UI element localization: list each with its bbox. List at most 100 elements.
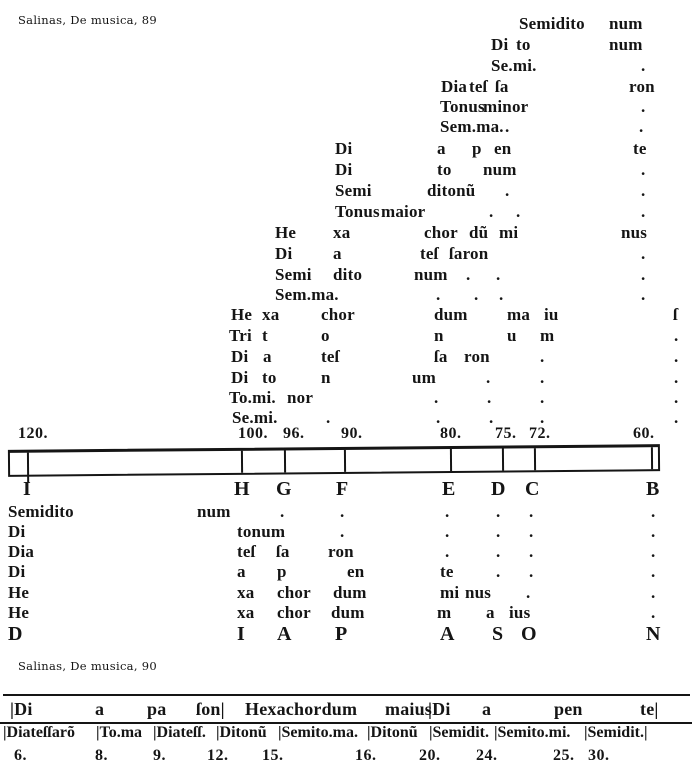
text-fragment: Di bbox=[335, 160, 353, 179]
text-fragment: He bbox=[8, 603, 30, 622]
text-fragment: num bbox=[414, 265, 448, 284]
figure-caption-page89: Salinas, De musica, 89 bbox=[18, 13, 157, 27]
text-fragment: ſa bbox=[434, 347, 448, 366]
dot-mark: . bbox=[526, 583, 531, 602]
text-fragment: num bbox=[609, 35, 643, 54]
text-fragment: t bbox=[262, 326, 268, 345]
text-fragment: S bbox=[492, 623, 504, 645]
text-fragment: te bbox=[440, 562, 454, 581]
text-fragment: ius bbox=[509, 603, 531, 622]
dot-mark: . bbox=[540, 368, 545, 387]
text-fragment: en bbox=[494, 139, 512, 158]
text-fragment: F bbox=[336, 478, 349, 500]
dot-mark: . bbox=[641, 285, 646, 304]
text-fragment: 16. bbox=[355, 747, 377, 764]
dot-mark: . bbox=[474, 285, 479, 304]
text-fragment: Di bbox=[231, 368, 249, 387]
ruler-tick bbox=[501, 448, 505, 471]
text-fragment: |Semito.mi. bbox=[494, 724, 571, 741]
dot-mark: . bbox=[489, 408, 494, 427]
dot-mark: . bbox=[486, 368, 491, 387]
dot-mark: . bbox=[641, 97, 646, 116]
text-fragment: o bbox=[321, 326, 330, 345]
text-fragment: N bbox=[646, 623, 661, 645]
text-fragment: H bbox=[234, 478, 250, 500]
text-fragment: maius bbox=[385, 699, 433, 719]
dot-mark: . bbox=[529, 522, 534, 541]
dot-mark: . bbox=[651, 603, 656, 622]
dot-mark: . bbox=[641, 244, 646, 263]
text-fragment: Semidito bbox=[8, 502, 74, 521]
text-fragment: |Semidit. bbox=[429, 724, 489, 741]
dot-mark: . bbox=[434, 388, 439, 407]
dot-mark: . bbox=[651, 522, 656, 541]
text-fragment: 30. bbox=[588, 747, 610, 764]
text-fragment: xa bbox=[333, 223, 351, 242]
text-fragment: 6. bbox=[14, 747, 27, 764]
text-fragment: P bbox=[335, 623, 348, 645]
text-fragment: Semi bbox=[275, 265, 312, 284]
dot-mark: . bbox=[540, 388, 545, 407]
dot-mark: . bbox=[436, 408, 441, 427]
text-fragment: ron bbox=[629, 77, 655, 96]
text-fragment: iu bbox=[544, 305, 559, 324]
dot-mark: . bbox=[674, 368, 679, 387]
text-fragment: Sem.ma. bbox=[275, 285, 339, 304]
text-fragment: en bbox=[347, 562, 365, 581]
text-fragment: dum bbox=[333, 583, 367, 602]
text-fragment: |Diateſſarõ bbox=[3, 724, 75, 741]
text-fragment: Di bbox=[8, 562, 26, 581]
dot-mark: . bbox=[651, 583, 656, 602]
text-fragment: B bbox=[646, 478, 660, 500]
dot-mark: . bbox=[489, 202, 494, 221]
text-fragment: |Di bbox=[428, 699, 451, 719]
text-fragment: n bbox=[434, 326, 444, 345]
text-fragment: a bbox=[95, 699, 105, 719]
dot-mark: . bbox=[280, 502, 285, 521]
text-fragment: ma bbox=[507, 305, 531, 324]
text-fragment: chor bbox=[277, 603, 311, 622]
dot-mark: . bbox=[674, 388, 679, 407]
dot-mark: . bbox=[651, 562, 656, 581]
text-fragment: 60. bbox=[633, 425, 655, 442]
text-fragment: 25. bbox=[553, 747, 575, 764]
text-fragment: num bbox=[197, 502, 231, 521]
dot-mark: . bbox=[529, 502, 534, 521]
text-fragment: |Semito.ma. bbox=[278, 724, 358, 741]
text-fragment: teſ bbox=[237, 542, 256, 561]
text-fragment: Sem.ma. bbox=[440, 117, 504, 136]
dot-mark: . bbox=[674, 408, 679, 427]
dot-mark: . bbox=[674, 347, 679, 366]
text-fragment: xa bbox=[237, 583, 255, 602]
text-fragment: xa bbox=[237, 603, 255, 622]
text-fragment: nus bbox=[465, 583, 492, 602]
text-fragment: A bbox=[277, 623, 292, 645]
text-fragment: Tri bbox=[229, 326, 252, 345]
text-fragment: 8. bbox=[95, 747, 108, 764]
text-fragment: O bbox=[521, 623, 537, 645]
text-fragment: He bbox=[231, 305, 253, 324]
text-fragment: Tonus bbox=[335, 202, 380, 221]
text-fragment: ditonũ bbox=[427, 181, 476, 200]
dot-mark: . bbox=[529, 542, 534, 561]
dot-mark: . bbox=[516, 202, 521, 221]
text-fragment: G bbox=[276, 478, 292, 500]
text-fragment: 120. bbox=[18, 425, 48, 442]
dot-mark: . bbox=[496, 542, 501, 561]
text-fragment: D bbox=[8, 623, 23, 645]
text-fragment: n bbox=[321, 368, 331, 387]
dot-mark: . bbox=[496, 522, 501, 541]
text-fragment: C bbox=[525, 478, 540, 500]
text-fragment: |Ditonũ bbox=[216, 724, 267, 741]
monochord-ruler bbox=[7, 444, 661, 483]
dot-mark: . bbox=[639, 117, 644, 136]
text-fragment: chor bbox=[277, 583, 311, 602]
dot-mark: . bbox=[466, 265, 471, 284]
text-fragment: tonum bbox=[237, 522, 286, 541]
dot-mark: . bbox=[326, 408, 331, 427]
text-fragment: He bbox=[8, 583, 30, 602]
text-fragment: u bbox=[507, 326, 517, 345]
dot-mark: . bbox=[496, 265, 501, 284]
dot-mark: . bbox=[674, 326, 679, 345]
